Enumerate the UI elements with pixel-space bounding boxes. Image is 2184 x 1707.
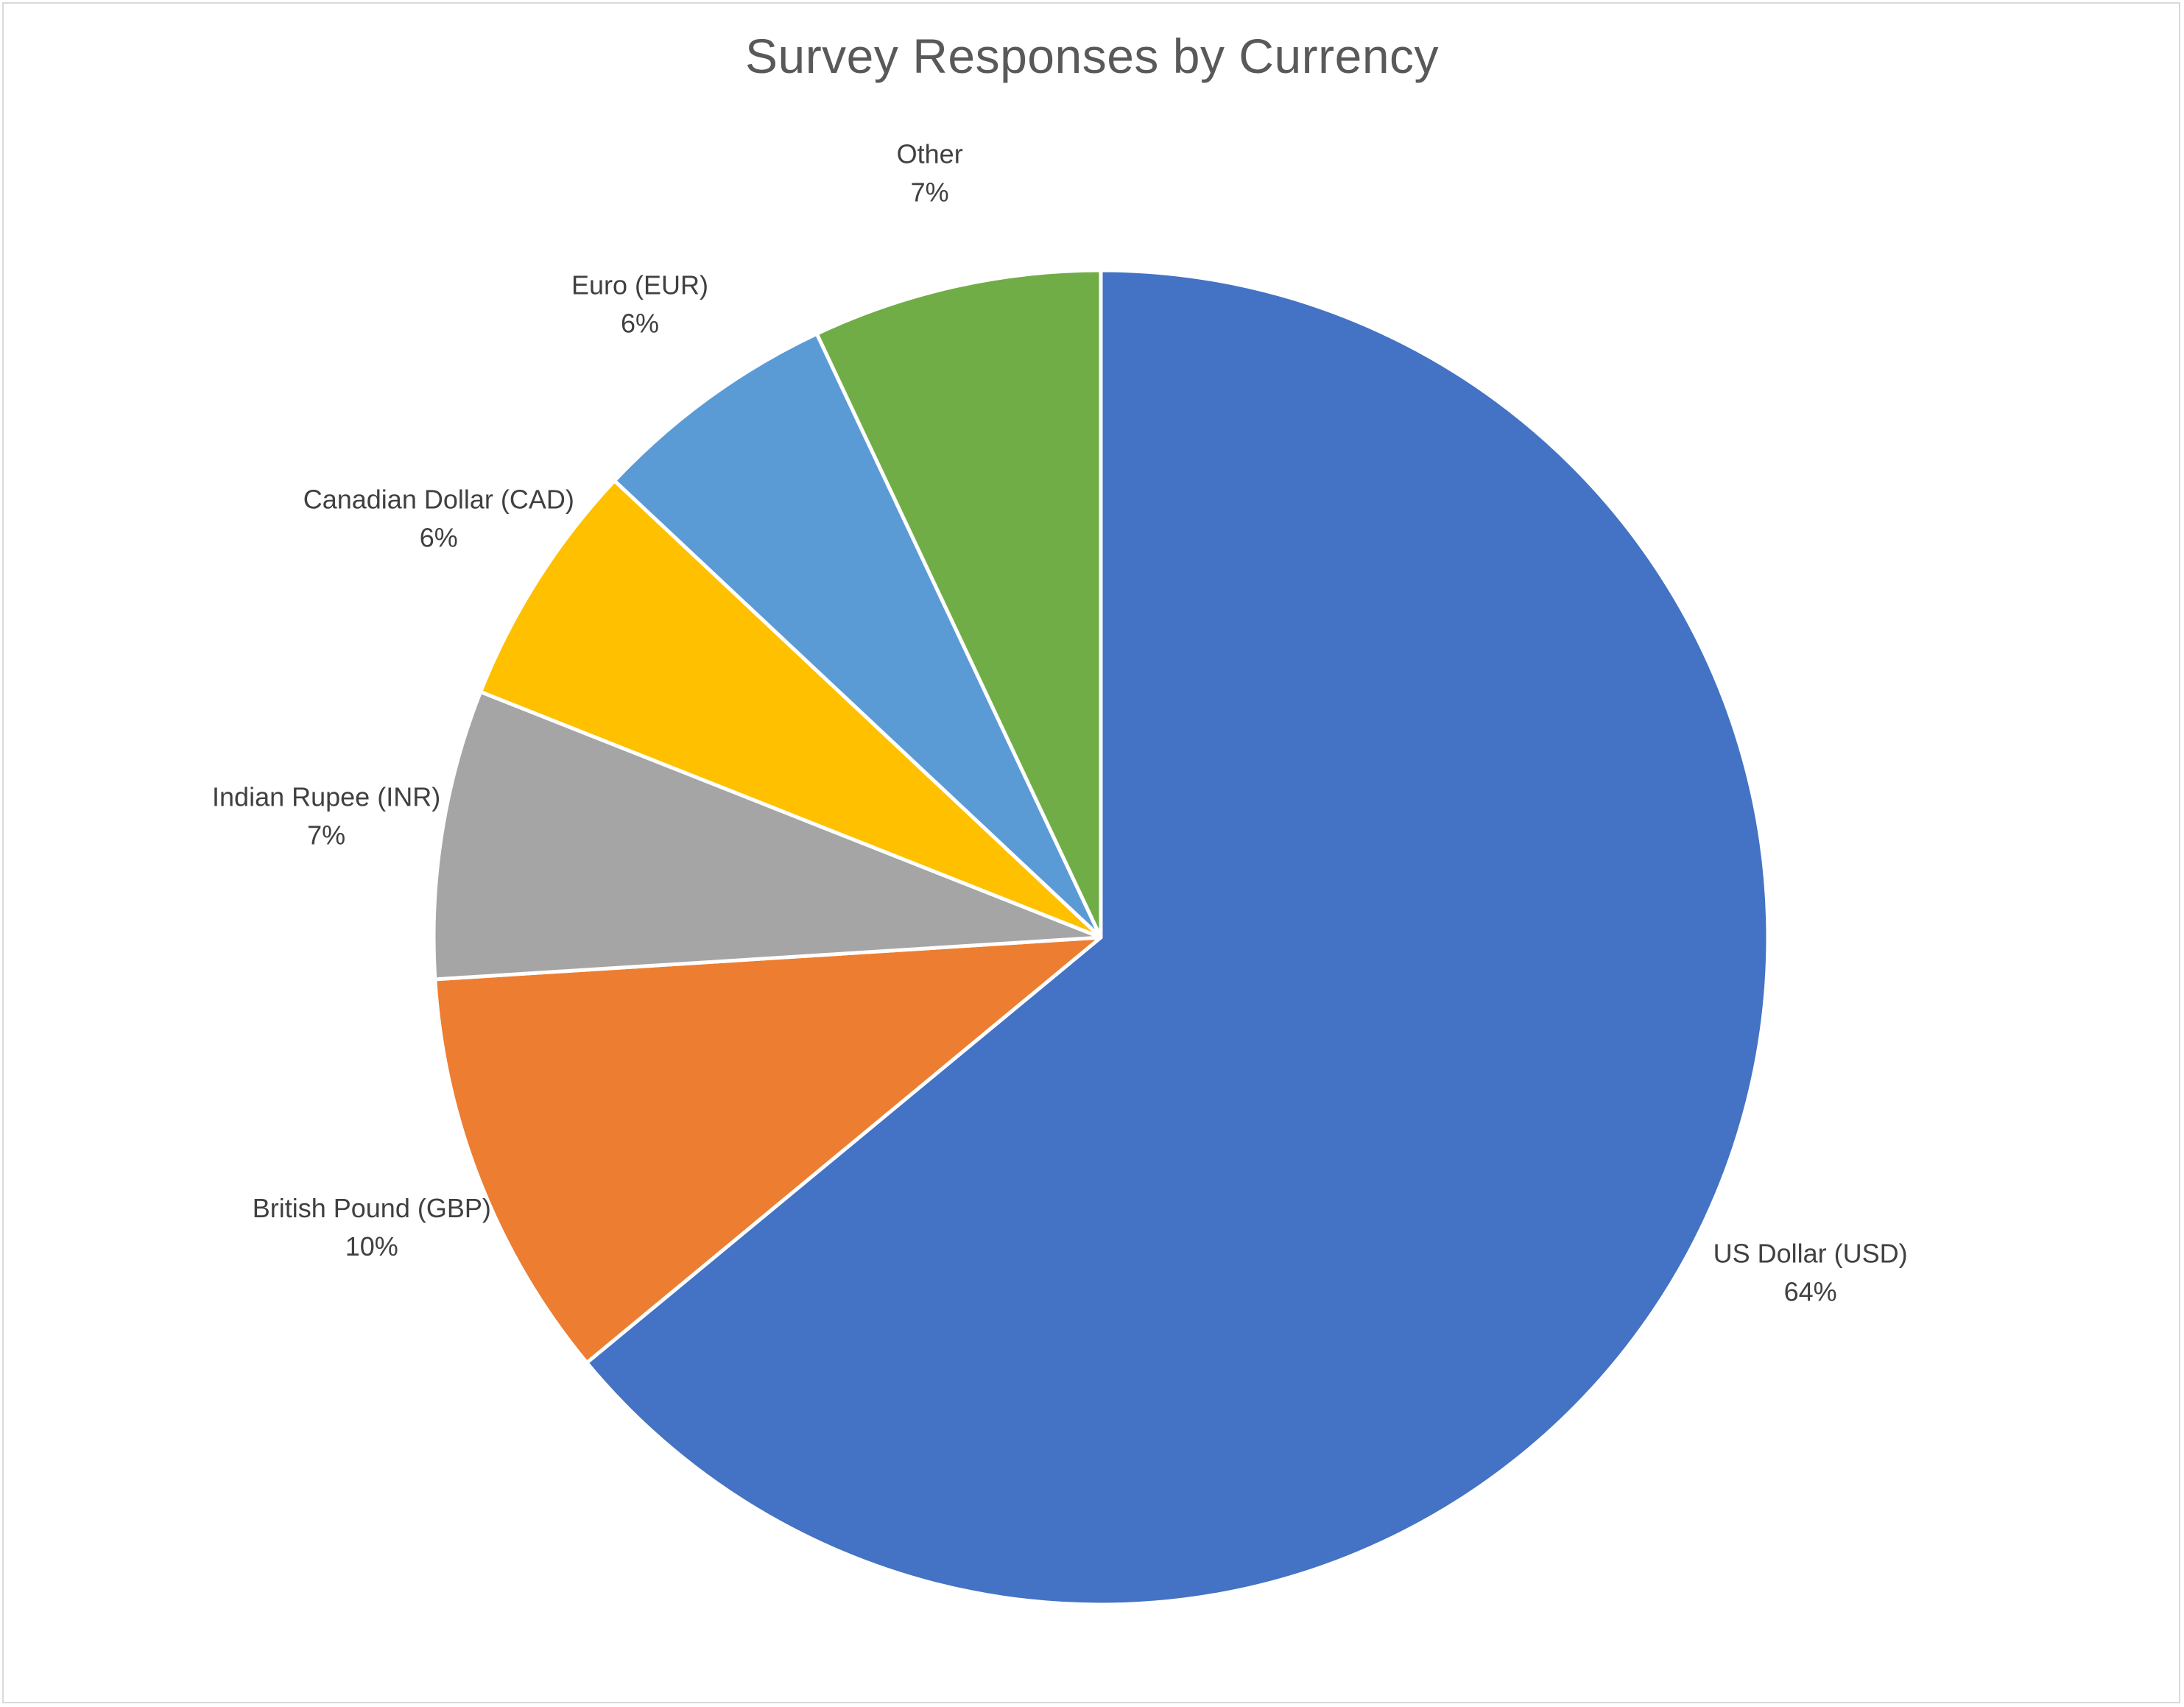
pie-slice-other <box>814 268 1103 940</box>
pie-slice-us-dollar-usd <box>585 268 1770 1607</box>
data-label-percent: 64% <box>1784 1276 1837 1306</box>
data-label-percent: 7% <box>307 820 345 850</box>
pie-slices <box>431 268 1770 1607</box>
pie-data-labels: US Dollar (USD) 64% British Pound (GBP) 10%… <box>212 139 1908 1307</box>
chart-title: Survey Responses by Currency <box>744 29 1440 83</box>
data-label-us-dollar-usd: US Dollar (USD) 64% <box>1713 1238 1908 1306</box>
data-label-euro-eur: Euro (EUR) 6% <box>571 270 708 338</box>
data-label-percent: 6% <box>621 308 659 338</box>
data-label-british-pound-gbp: British Pound (GBP) 10% <box>253 1193 491 1261</box>
data-label-category: Other <box>897 139 963 169</box>
data-label-percent: 10% <box>345 1231 398 1261</box>
pie-slice-british-pound-gbp <box>433 935 1103 1365</box>
data-label-other: Other 7% <box>897 139 963 208</box>
data-label-category: Euro (EUR) <box>571 270 708 300</box>
data-label-category: US Dollar (USD) <box>1713 1238 1908 1268</box>
data-label-indian-rupee-inr: Indian Rupee (INR) 7% <box>212 781 440 850</box>
pie-slice-canadian-dollar-cad <box>479 479 1103 940</box>
data-label-category: Canadian Dollar (CAD) <box>303 484 574 514</box>
pie-slice-indian-rupee-inr <box>431 689 1103 982</box>
data-label-category: Indian Rupee (INR) <box>212 781 440 812</box>
data-label-category: British Pound (GBP) <box>253 1193 491 1223</box>
data-label-percent: 7% <box>911 177 949 208</box>
data-label-percent: 6% <box>420 522 458 552</box>
data-label-canadian-dollar-cad: Canadian Dollar (CAD) 6% <box>303 484 574 552</box>
pie-slice-euro-eur <box>613 331 1103 940</box>
